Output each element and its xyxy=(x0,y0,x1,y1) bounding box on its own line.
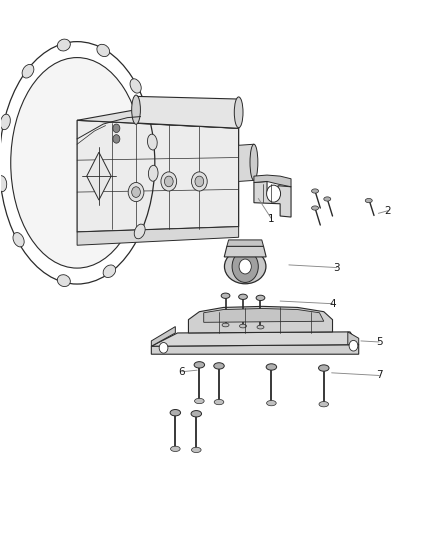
Text: 7: 7 xyxy=(376,370,382,381)
Ellipse shape xyxy=(240,324,247,328)
Ellipse shape xyxy=(103,265,116,278)
Circle shape xyxy=(159,343,168,353)
Ellipse shape xyxy=(311,206,318,210)
Ellipse shape xyxy=(365,198,372,203)
Polygon shape xyxy=(151,345,359,354)
Ellipse shape xyxy=(194,398,204,403)
Ellipse shape xyxy=(221,293,230,298)
Ellipse shape xyxy=(267,400,276,406)
Ellipse shape xyxy=(0,114,11,130)
Ellipse shape xyxy=(266,364,277,370)
Ellipse shape xyxy=(57,39,71,51)
Ellipse shape xyxy=(97,44,110,56)
Circle shape xyxy=(349,341,358,351)
Circle shape xyxy=(113,124,120,133)
Ellipse shape xyxy=(148,165,158,181)
Polygon shape xyxy=(254,181,291,217)
Ellipse shape xyxy=(256,295,265,301)
Circle shape xyxy=(128,182,144,201)
Ellipse shape xyxy=(0,176,7,191)
Ellipse shape xyxy=(132,95,141,124)
Ellipse shape xyxy=(191,447,201,453)
Ellipse shape xyxy=(234,97,243,128)
Ellipse shape xyxy=(57,274,71,287)
Polygon shape xyxy=(348,332,359,345)
Polygon shape xyxy=(77,120,239,232)
Ellipse shape xyxy=(191,410,201,417)
Ellipse shape xyxy=(319,401,328,407)
Circle shape xyxy=(191,172,207,191)
Text: 4: 4 xyxy=(329,298,336,309)
Circle shape xyxy=(232,251,258,282)
Ellipse shape xyxy=(214,363,224,369)
Ellipse shape xyxy=(13,232,24,247)
Ellipse shape xyxy=(194,362,205,368)
Ellipse shape xyxy=(11,58,144,268)
Ellipse shape xyxy=(214,399,224,405)
Polygon shape xyxy=(204,309,324,322)
Ellipse shape xyxy=(311,189,318,193)
Polygon shape xyxy=(77,110,239,128)
Ellipse shape xyxy=(148,134,157,150)
Polygon shape xyxy=(136,96,239,128)
Circle shape xyxy=(161,172,177,191)
Text: 6: 6 xyxy=(179,367,185,377)
Circle shape xyxy=(164,176,173,187)
Text: 3: 3 xyxy=(334,263,340,272)
Ellipse shape xyxy=(22,64,34,78)
Circle shape xyxy=(132,187,141,197)
Text: 1: 1 xyxy=(268,214,275,224)
Polygon shape xyxy=(151,332,359,346)
Text: 2: 2 xyxy=(385,206,391,216)
Polygon shape xyxy=(239,144,254,181)
Polygon shape xyxy=(254,175,291,187)
Polygon shape xyxy=(227,240,264,246)
Ellipse shape xyxy=(239,294,247,300)
Ellipse shape xyxy=(170,446,180,451)
Ellipse shape xyxy=(324,197,331,201)
Polygon shape xyxy=(87,152,111,200)
Polygon shape xyxy=(224,246,266,257)
Ellipse shape xyxy=(134,224,145,239)
Polygon shape xyxy=(77,227,239,245)
Circle shape xyxy=(267,185,281,202)
Polygon shape xyxy=(151,327,175,346)
Ellipse shape xyxy=(130,79,141,93)
Circle shape xyxy=(113,135,120,143)
Text: 5: 5 xyxy=(376,337,382,347)
Ellipse shape xyxy=(170,409,180,416)
Circle shape xyxy=(239,259,251,274)
Ellipse shape xyxy=(257,325,264,329)
Polygon shape xyxy=(188,306,332,333)
Ellipse shape xyxy=(250,144,258,180)
Ellipse shape xyxy=(222,323,229,327)
Ellipse shape xyxy=(224,249,266,284)
Ellipse shape xyxy=(318,365,329,371)
Circle shape xyxy=(195,176,204,187)
